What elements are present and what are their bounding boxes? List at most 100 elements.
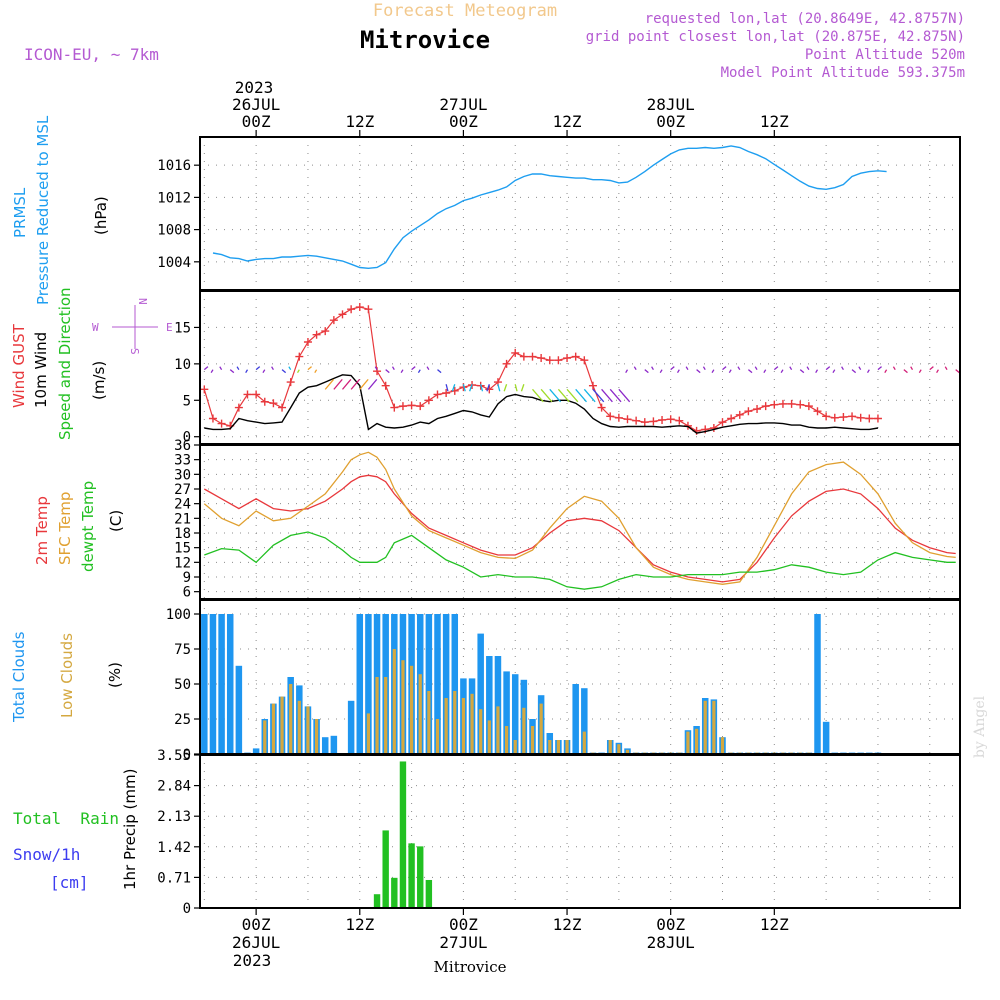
panel-frame xyxy=(199,754,961,909)
wind-direction-arrow xyxy=(583,388,596,403)
wind-direction-arrow xyxy=(685,366,689,371)
total-cloud-bar xyxy=(425,614,433,754)
compass-rose: W E N S xyxy=(92,298,173,355)
top-hour-label: 00Z xyxy=(242,112,271,131)
low-cloud-bar xyxy=(366,713,371,754)
wind-direction-arrow xyxy=(445,384,449,392)
compass-s: S xyxy=(128,348,141,355)
y-tick-label: 0 xyxy=(183,430,191,446)
wind-direction-arrow xyxy=(385,369,390,374)
wind-direction-arrow xyxy=(514,384,518,392)
low-cloud-bar xyxy=(608,740,612,754)
wind-direction-arrow xyxy=(754,366,758,371)
wind-gust-marker xyxy=(200,385,209,394)
wind-gust-marker xyxy=(502,359,511,368)
wind-direction-arrow xyxy=(374,366,378,371)
low-cloud-bar xyxy=(444,698,448,754)
bottom-hour-label: 12Z xyxy=(553,915,582,934)
wind-gust-marker xyxy=(623,415,632,424)
wind-gust-marker xyxy=(632,416,641,425)
pressure-unit: (hPa) xyxy=(92,196,110,235)
temp-labels: 2m Temp SFC Temp dewpt Temp (C) xyxy=(33,481,125,572)
total-cloud-bar xyxy=(486,656,493,754)
requested-lonlat: requested lon,lat (20.8649E, 42.8757N) xyxy=(645,11,965,27)
wind-direction-arrow xyxy=(549,388,562,403)
pressure-label-2: Pressure Reduced to MSL xyxy=(34,115,52,305)
wind-direction-arrow xyxy=(918,369,922,374)
wind-direction-arrow xyxy=(288,366,292,371)
total-cloud-bar xyxy=(218,614,225,754)
precip-bar xyxy=(399,761,407,908)
wind-direction-arrow xyxy=(411,366,416,371)
wind-direction-arrow xyxy=(955,369,960,374)
wind-gust-marker xyxy=(208,414,217,423)
low-cloud-bar xyxy=(548,740,552,754)
wind-direction-arrow xyxy=(486,384,490,392)
wind-gust-marker xyxy=(787,399,796,408)
low-cloud-bar xyxy=(453,691,457,754)
low-cloud-bar xyxy=(375,677,379,754)
bottom-year-label: 2023 xyxy=(233,951,272,970)
wind-gust-marker xyxy=(519,352,528,361)
low-cloud-bar xyxy=(314,719,319,754)
wind-gust-marker xyxy=(278,403,287,412)
wind-gust-marker xyxy=(364,305,373,314)
wind-gust-marker xyxy=(554,356,563,365)
wind-gust-marker xyxy=(778,399,787,408)
wind-direction-arrow xyxy=(437,369,442,374)
temp-unit: (C) xyxy=(107,510,125,532)
wind-gust-marker xyxy=(373,367,382,376)
total-cloud-bar xyxy=(252,748,260,754)
bottom-date-label: 28JUL xyxy=(647,933,695,952)
wind-gust-marker xyxy=(252,390,261,399)
low-cloud-bar xyxy=(384,677,388,754)
wind-direction-arrow xyxy=(851,369,857,374)
wind-speed-label: 10m Wind xyxy=(32,332,50,408)
y-tick-label: 2.13 xyxy=(157,809,191,825)
y-tick-label: 12 xyxy=(174,555,191,571)
wind-gust-marker xyxy=(796,400,805,409)
wind-direction-arrow xyxy=(722,366,727,371)
top-date-label: 27JUL xyxy=(439,95,487,114)
dew-label: dewpt Temp xyxy=(79,481,97,572)
wind-direction-arrow xyxy=(929,366,934,371)
watermark: by Angel xyxy=(972,695,988,758)
wind-direction-arrow xyxy=(281,369,287,374)
wind-gust-marker xyxy=(433,390,442,399)
y-tick-label: 6 xyxy=(183,585,191,601)
wind-gust-marker xyxy=(269,399,278,408)
wind-gust-label: Wind GUST xyxy=(10,323,28,408)
y-tick-label: 0.71 xyxy=(157,870,191,886)
y-tick-label: 10 xyxy=(174,357,191,373)
y-tick-label: 2.84 xyxy=(157,779,191,795)
wind-direction-arrow xyxy=(400,369,404,374)
wind-gust-marker xyxy=(727,414,736,423)
wind-gust-marker xyxy=(234,403,243,412)
wind-direction-arrow xyxy=(644,369,649,374)
panel-frame xyxy=(199,444,961,600)
low-cloud-bar xyxy=(522,707,526,754)
wind-direction-arrow xyxy=(307,366,312,371)
wind-gust-marker xyxy=(329,316,338,325)
y-tick-label: 21 xyxy=(174,511,191,527)
total-cloud-bar xyxy=(226,614,234,754)
y-tick-label: 15 xyxy=(174,541,191,557)
low-cloud-bar xyxy=(617,744,621,754)
wind-direction-arrow xyxy=(815,369,819,374)
wind-gust-marker xyxy=(666,415,675,424)
low-cloud-bar xyxy=(530,726,535,754)
total-cloud-bar xyxy=(434,614,441,754)
wind-gust-marker xyxy=(424,396,433,405)
top-hour-label: 12Z xyxy=(760,112,789,131)
wind-gust-marker xyxy=(735,410,744,419)
total-cloud-bar xyxy=(330,735,338,754)
low-cloud-bar xyxy=(556,740,561,754)
y-tick-label: 50 xyxy=(174,677,191,693)
y-tick-label: 1016 xyxy=(157,158,191,174)
wind-direction-arrow xyxy=(747,369,753,374)
precip-bar xyxy=(373,894,381,908)
low-cloud-bar xyxy=(392,649,396,754)
wind-gust-marker xyxy=(390,403,399,412)
